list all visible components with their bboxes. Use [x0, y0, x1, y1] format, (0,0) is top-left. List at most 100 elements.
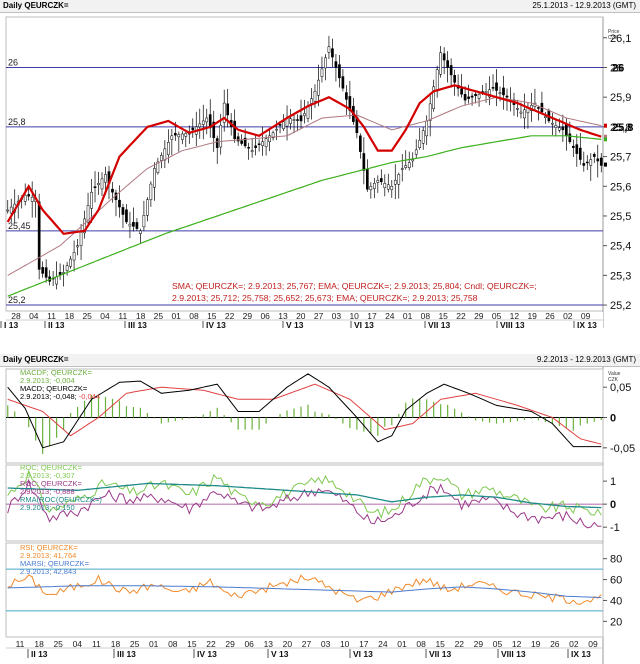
candle — [201, 104, 205, 140]
candle — [93, 171, 97, 203]
candle-body — [470, 95, 474, 98]
candle-body — [69, 258, 72, 267]
candle-body — [575, 144, 579, 154]
candle-body — [125, 209, 128, 223]
candle-body — [219, 125, 223, 148]
candle-body — [296, 119, 299, 121]
candle — [467, 84, 470, 104]
roc-y-tick-label: -1 — [610, 522, 620, 534]
indicator-x-day-label: 08 — [416, 639, 426, 649]
price-x-day-label: 29 — [474, 311, 484, 321]
candle-body — [247, 146, 250, 149]
candle-body — [554, 125, 558, 128]
candle — [442, 47, 446, 74]
candle-body — [320, 68, 324, 77]
macd-y-tick-label: -0,05 — [610, 443, 635, 455]
candle-body — [303, 113, 306, 116]
candle — [142, 200, 146, 231]
candle — [83, 210, 86, 239]
candle — [128, 211, 132, 239]
rsi-legend-text: MARSI; QEURCZK= — [20, 559, 90, 568]
candle — [205, 108, 209, 135]
candle-body — [561, 126, 565, 131]
candle — [390, 179, 394, 198]
candle — [502, 75, 505, 110]
candle — [69, 255, 72, 269]
candle-body — [495, 82, 498, 91]
candle — [369, 182, 373, 199]
indicator-chart-title: Daily QEURCZK= — [3, 355, 69, 364]
candle — [418, 127, 422, 150]
candle-body — [289, 118, 292, 124]
candle — [599, 153, 603, 173]
candle-body — [379, 178, 383, 183]
candle — [76, 239, 79, 256]
price-x-axis: 28 04 11 18 25 04 11 18 25 01 08 15 22 29 06 13 20 27 03 10… — [0, 311, 603, 328]
macd-y-tick-label: 0 — [610, 413, 616, 425]
candle-body — [359, 135, 362, 152]
rsi-y-tick-label: 80 — [610, 554, 622, 566]
price-x-day-label: 18 — [65, 311, 75, 321]
candle-body — [578, 147, 582, 160]
indicator-x-day-label: 25 — [130, 639, 140, 649]
price-x-month-label: II 13 — [48, 320, 65, 328]
candle — [118, 185, 121, 218]
candle-body — [180, 133, 184, 140]
price-axis-unit: CZK — [608, 35, 619, 41]
price-level-axis-label: 25,8 — [612, 122, 633, 134]
price-x-month-label: V 13 — [286, 320, 304, 328]
indicator-x-axis: 11 18 25 04 11 18 25 01 08 15 22 29 06 13 20 27 03 10 17 24… — [6, 639, 603, 659]
candle-body — [331, 48, 334, 58]
price-y-tick-label: 25,8 — [610, 122, 631, 134]
price-x-day-label: 06 — [260, 311, 270, 321]
candle-body — [100, 178, 104, 190]
candle-body — [90, 191, 93, 209]
candle-body — [544, 116, 547, 119]
candle-body — [257, 143, 261, 145]
last-value-marker — [604, 162, 607, 167]
indicator-x-day-label: 24 — [378, 639, 388, 649]
indicator-chart-header: Daily QEURCZK= 9.2.2013 - 12.9.2013 (GMT… — [0, 354, 640, 367]
roc-y-tick-label: 1 — [610, 476, 616, 488]
candle-body — [366, 168, 369, 190]
price-x-day-label: 08 — [421, 311, 431, 321]
candle — [247, 142, 250, 160]
candle — [345, 85, 348, 115]
candle — [439, 45, 442, 78]
roc-series-line — [7, 469, 602, 520]
candle-body — [372, 183, 376, 189]
price-x-day-label: 17 — [367, 311, 377, 321]
price-plot-area — [5, 16, 604, 312]
candle — [146, 197, 149, 222]
value-axis-unit: CZK — [608, 377, 619, 383]
candle — [582, 151, 586, 172]
candle — [393, 164, 397, 200]
price-y-tick-label: 26,1 — [610, 33, 631, 45]
macd-legend-text: MACDF; QEURCZK= — [20, 368, 93, 377]
candle — [30, 181, 34, 218]
roc-legend-text: 2.9.2013; -0,888 — [20, 487, 75, 496]
candle-body — [205, 117, 209, 123]
candle — [37, 193, 41, 280]
price-y-tick-label: 25,5 — [610, 211, 631, 223]
last-value-marker — [604, 123, 607, 128]
price-y-tick-label: 25,9 — [610, 92, 631, 104]
roc-legend-text: 2.9.2013; -0,150 — [20, 503, 75, 512]
candle-body — [135, 222, 139, 229]
price-y-tick-label: 25,4 — [610, 241, 631, 253]
candle — [453, 69, 456, 96]
price-x-month-label: VI 13 — [354, 320, 374, 328]
candle-body — [571, 145, 575, 148]
candle-body — [9, 206, 13, 214]
candle-body — [79, 232, 83, 246]
candle-body — [97, 183, 100, 186]
candle — [180, 131, 184, 145]
candle-body — [292, 119, 296, 121]
candle — [592, 152, 596, 164]
candle — [575, 134, 579, 167]
candle-body — [488, 89, 491, 98]
price-y-tick-label: 25,6 — [610, 181, 631, 193]
